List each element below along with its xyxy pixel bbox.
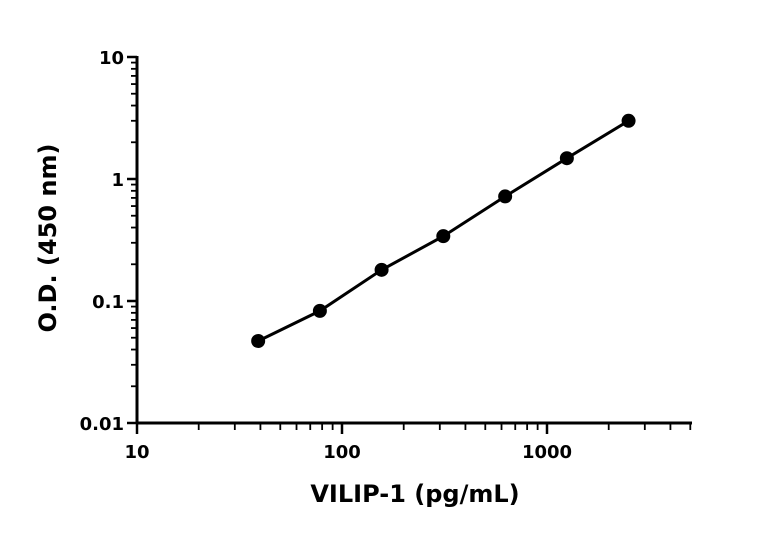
y-tick-label-2: 1 — [111, 170, 124, 191]
y-tick-label-0: 0.01 — [80, 414, 124, 435]
x-ticks: 10 100 1000 — [124, 423, 572, 463]
y-tick-label-1: 0.1 — [92, 292, 124, 313]
x-tick-label-1: 100 — [323, 442, 361, 463]
data-point-2 — [374, 262, 389, 277]
x-axis-label: VILIP-1 (pg/mL) — [310, 480, 519, 508]
x-tick-label-0: 10 — [124, 442, 149, 463]
y-axis-label: O.D. (450 nm) — [34, 144, 62, 333]
y-ticks: 0.01 0.1 1 10 — [80, 48, 137, 435]
data-points — [251, 113, 636, 349]
minor-ticks — [131, 61, 692, 430]
data-point-3 — [436, 229, 451, 244]
data-point-0 — [251, 334, 266, 349]
data-point-4 — [498, 189, 513, 204]
y-tick-label-3: 10 — [99, 48, 124, 69]
data-point-6 — [621, 113, 636, 128]
data-point-5 — [559, 151, 574, 166]
x-tick-label-2: 1000 — [522, 442, 572, 463]
data-point-1 — [312, 303, 327, 318]
